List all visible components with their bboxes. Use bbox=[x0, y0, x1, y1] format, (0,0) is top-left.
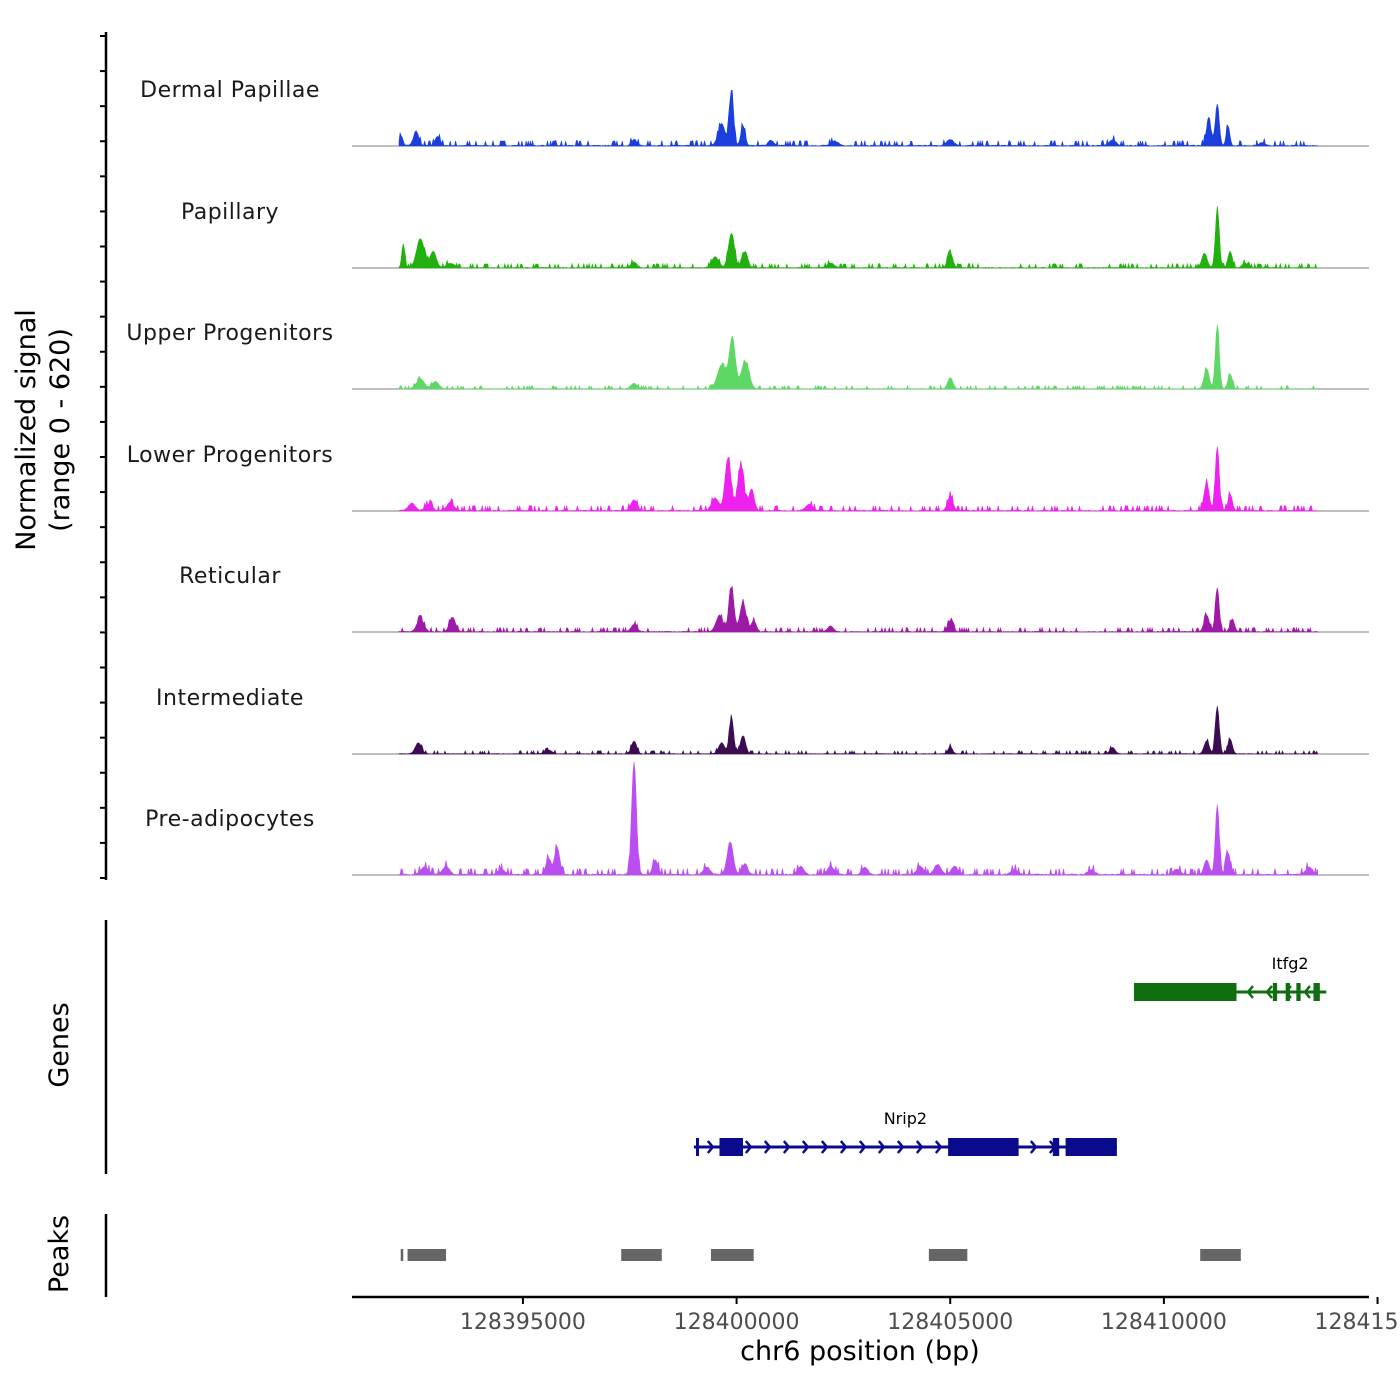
signal-area-upper-progenitors bbox=[398, 324, 1318, 390]
strand-arrow-nrip2 bbox=[839, 1140, 848, 1154]
x-tick-label: 128415000 bbox=[1315, 1310, 1400, 1335]
gene-label-nrip2: Nrip2 bbox=[884, 1109, 927, 1128]
track-label-lower-progenitors: Lower Progenitors bbox=[126, 443, 334, 468]
peaks-track-title: Peaks bbox=[44, 1214, 75, 1294]
track-label-upper-progenitors: Upper Progenitors bbox=[126, 321, 334, 346]
exon-itfg2 bbox=[1285, 983, 1290, 1001]
strand-arrow-nrip2 bbox=[782, 1140, 791, 1154]
peak-region bbox=[928, 1249, 968, 1261]
x-tick-label: 128410000 bbox=[1101, 1310, 1227, 1335]
track-label-pre-adipocytes: Pre-adipocytes bbox=[145, 807, 315, 832]
peak-region bbox=[400, 1249, 404, 1261]
exon-itfg2 bbox=[1296, 983, 1301, 1001]
y-axis-title-line1: Normalized signal bbox=[11, 309, 42, 551]
exon-nrip2 bbox=[719, 1138, 743, 1156]
peak-region bbox=[710, 1249, 754, 1261]
strand-arrow-nrip2 bbox=[896, 1140, 905, 1154]
x-axis-title: chr6 position (bp) bbox=[740, 1336, 980, 1367]
exon-itfg2 bbox=[1272, 983, 1278, 1001]
exon-itfg2 bbox=[1133, 983, 1237, 1001]
peak-region bbox=[1200, 1249, 1241, 1261]
gene-label-itfg2: Itfg2 bbox=[1272, 954, 1309, 973]
genes-track-title: Genes bbox=[44, 1002, 75, 1088]
track-label-intermediate: Intermediate bbox=[156, 686, 304, 711]
exon-nrip2 bbox=[1052, 1138, 1060, 1156]
track-label-dermal-papillae: Dermal Papillae bbox=[140, 78, 320, 103]
signal-area-lower-progenitors bbox=[398, 446, 1318, 512]
y-axis-title: Normalized signal (range 0 - 620) bbox=[10, 245, 80, 615]
exon-itfg2 bbox=[1313, 983, 1320, 1001]
peak-region bbox=[407, 1249, 447, 1261]
peak-region bbox=[621, 1249, 662, 1261]
signal-area-reticular bbox=[398, 585, 1318, 634]
exon-nrip2 bbox=[948, 1138, 1019, 1156]
strand-arrow-nrip2 bbox=[934, 1140, 943, 1154]
strand-arrow-nrip2 bbox=[744, 1140, 753, 1154]
strand-arrow-itfg2 bbox=[1303, 985, 1311, 999]
x-tick-label: 128400000 bbox=[674, 1310, 800, 1335]
signal-area-pre-adipocytes bbox=[398, 761, 1318, 876]
x-tick-label: 128405000 bbox=[887, 1310, 1013, 1335]
strand-arrow-itfg2 bbox=[1265, 985, 1273, 999]
strand-arrow-nrip2 bbox=[820, 1140, 829, 1154]
exon-nrip2 bbox=[695, 1138, 699, 1156]
strand-arrow-nrip2 bbox=[801, 1140, 810, 1154]
strand-arrow-itfg2 bbox=[1246, 985, 1254, 999]
strand-arrow-nrip2 bbox=[1029, 1140, 1038, 1154]
signal-area-intermediate bbox=[398, 706, 1319, 755]
x-tick-label: 128395000 bbox=[460, 1310, 586, 1335]
strand-arrow-nrip2 bbox=[915, 1140, 924, 1154]
track-label-reticular: Reticular bbox=[179, 564, 281, 589]
strand-arrow-nrip2 bbox=[706, 1140, 715, 1154]
exon-nrip2 bbox=[1065, 1138, 1117, 1156]
track-label-papillary: Papillary bbox=[180, 200, 280, 225]
strand-arrow-nrip2 bbox=[858, 1140, 867, 1154]
y-axis-title-line2: (range 0 - 620) bbox=[45, 328, 76, 532]
strand-arrow-nrip2 bbox=[763, 1140, 772, 1154]
strand-arrow-nrip2 bbox=[877, 1140, 886, 1154]
signal-area-papillary bbox=[398, 205, 1318, 270]
signal-area-dermal-papillae bbox=[398, 90, 1318, 147]
